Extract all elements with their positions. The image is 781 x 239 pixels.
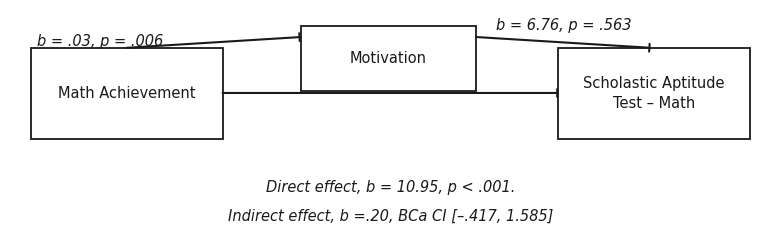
Text: Math Achievement: Math Achievement xyxy=(58,86,196,101)
Text: Direct effect, b = 10.95, p < .001.: Direct effect, b = 10.95, p < .001. xyxy=(266,180,515,195)
FancyBboxPatch shape xyxy=(558,48,750,139)
Text: Indirect effect, b =.20, BCa CI [–.417, 1.585]: Indirect effect, b =.20, BCa CI [–.417, … xyxy=(228,208,553,223)
Text: b = .03, p = .006: b = .03, p = .006 xyxy=(37,34,164,49)
Text: b = 6.76, p = .563: b = 6.76, p = .563 xyxy=(496,18,631,33)
Text: Scholastic Aptitude
Test – Math: Scholastic Aptitude Test – Math xyxy=(583,76,725,111)
FancyBboxPatch shape xyxy=(31,48,223,139)
FancyBboxPatch shape xyxy=(301,26,476,91)
Text: Motivation: Motivation xyxy=(350,51,427,66)
